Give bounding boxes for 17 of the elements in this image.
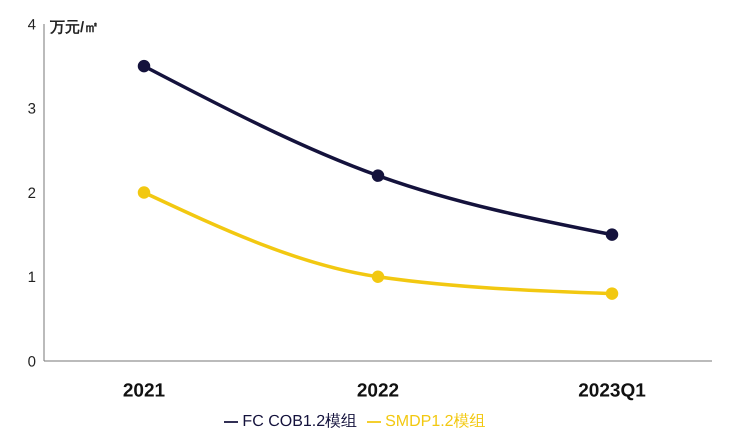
point — [372, 169, 384, 182]
y-tick-label: 2 — [28, 184, 36, 202]
point — [138, 186, 150, 199]
y-tick-label: 3 — [28, 100, 36, 118]
legend-label: SMDP1.2模组 — [385, 413, 486, 430]
point — [138, 60, 150, 72]
legend-label: FC COB1.2模组 — [242, 413, 358, 430]
y-axis-title: 万元/㎡ — [50, 18, 100, 37]
x-tick-label: 2021 — [122, 380, 166, 402]
x-tick-label: 2022 — [356, 380, 400, 402]
point — [372, 270, 384, 283]
point — [606, 228, 618, 241]
point — [606, 287, 618, 300]
x-tick-label: 2023Q1 — [578, 380, 646, 402]
y-tick-label: 1 — [28, 269, 36, 286]
y-tick-label: 4 — [28, 16, 36, 34]
y-tick-label: 0 — [28, 353, 36, 370]
